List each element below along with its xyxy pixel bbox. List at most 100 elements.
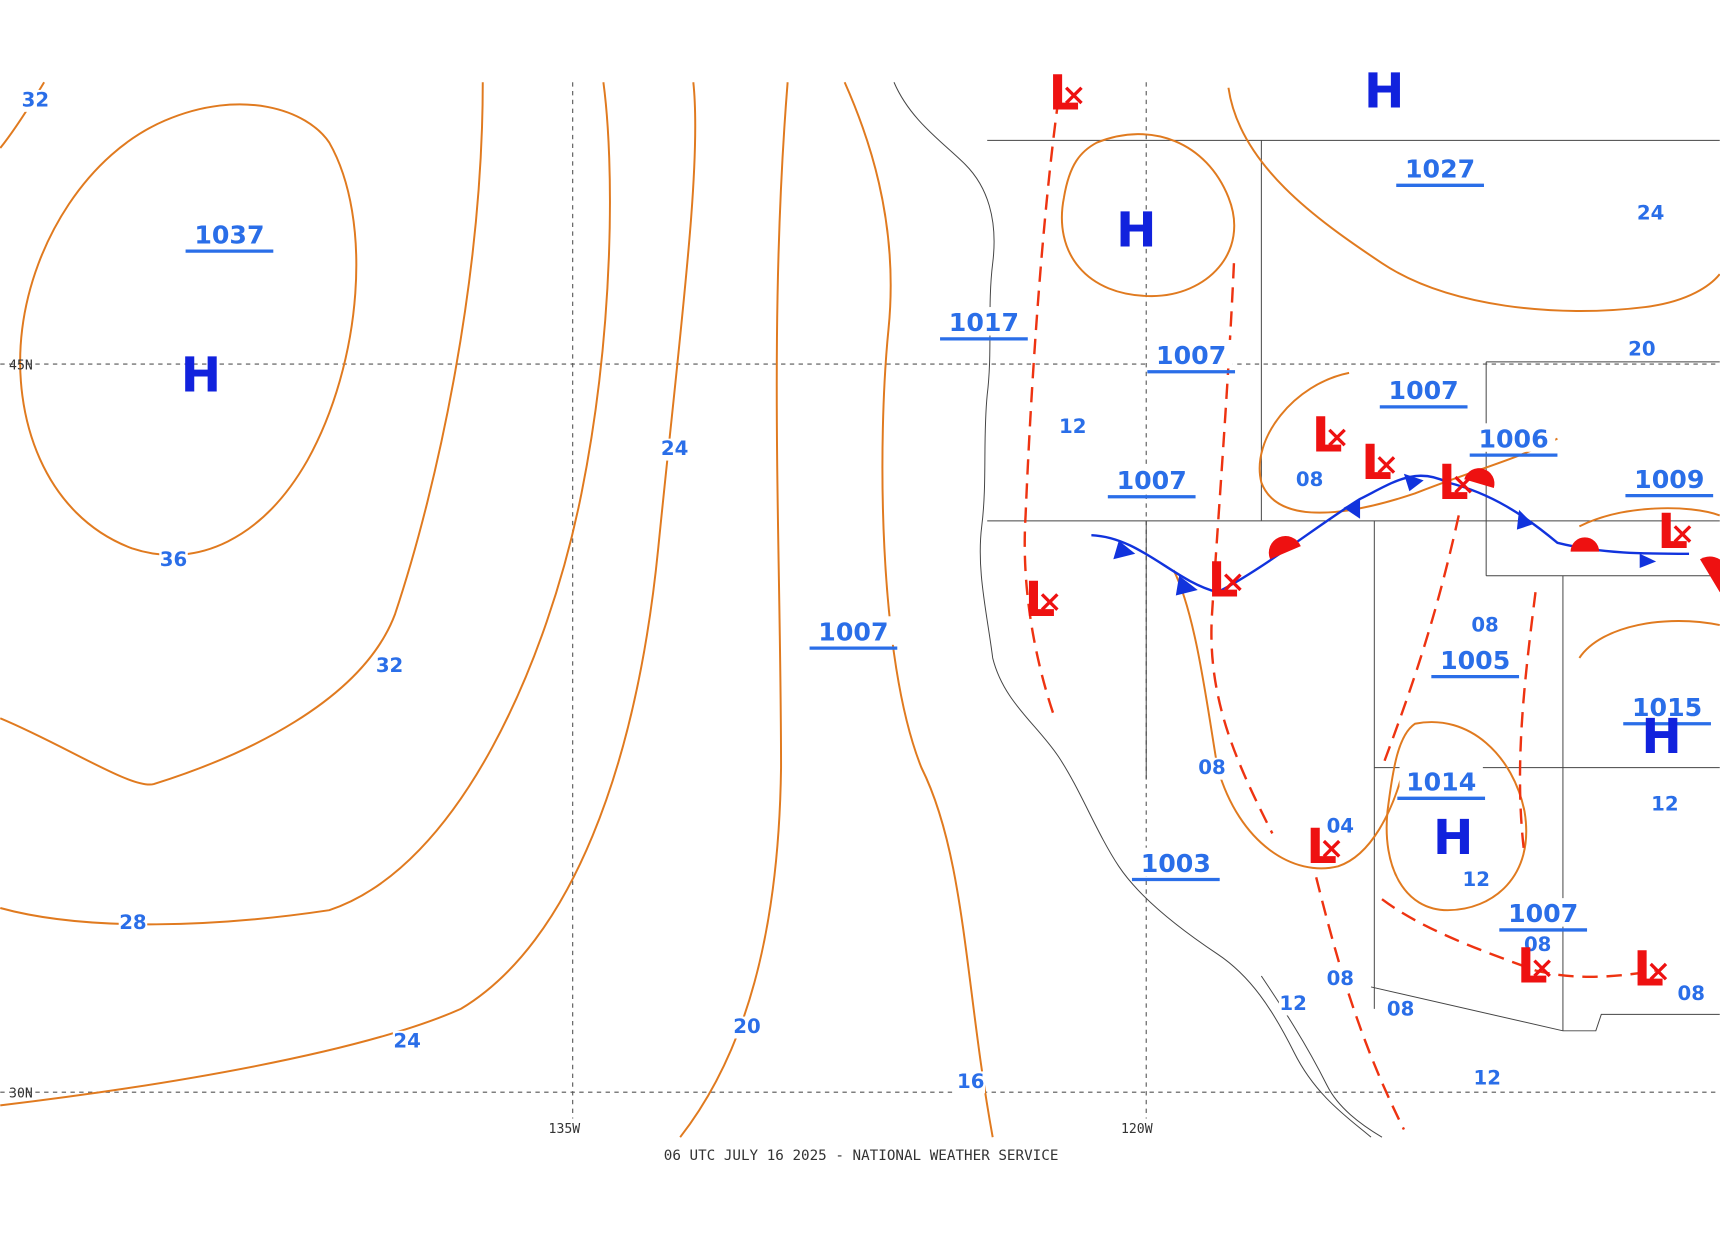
label-bg xyxy=(942,307,1026,336)
pressure-center: 1037 xyxy=(194,220,264,249)
pressure-center: 1005 xyxy=(1440,646,1510,675)
label-bg xyxy=(1462,869,1491,892)
low-cross xyxy=(1064,86,1083,105)
label-bg xyxy=(1650,793,1680,816)
trough xyxy=(1023,98,1060,714)
low-cross xyxy=(1649,962,1668,981)
isobar xyxy=(1258,371,1558,514)
label-bg xyxy=(1636,202,1665,225)
isobar xyxy=(0,82,484,786)
isobar-label: 08 xyxy=(1524,933,1551,956)
trough xyxy=(1380,515,1537,856)
label-bg xyxy=(1295,469,1324,492)
isobar-label: 08 xyxy=(1678,982,1705,1005)
pressure-center: 1007 xyxy=(1389,376,1459,405)
front-barbs xyxy=(1113,473,1657,596)
label-bg xyxy=(1473,1068,1502,1091)
grid-label: 45N xyxy=(9,359,33,374)
high-center: H xyxy=(181,347,221,403)
isobar xyxy=(1172,569,1405,870)
isobar xyxy=(0,82,697,1107)
isobar-label: 24 xyxy=(393,1029,420,1052)
coastline xyxy=(1260,975,1383,1138)
label-bg xyxy=(1471,423,1556,452)
grid-label: 30N xyxy=(9,1087,33,1102)
grid-label: 120W xyxy=(1121,1122,1153,1137)
label-bg xyxy=(1326,815,1355,838)
isobar-label: 20 xyxy=(733,1015,760,1038)
label-bg xyxy=(187,219,272,248)
isobar-label: 36 xyxy=(160,548,187,571)
pressure-center: 1015 xyxy=(1632,693,1702,722)
footer: 06 UTC JULY 16 2025 - NATIONAL WEATHER S… xyxy=(664,1148,1059,1164)
trough xyxy=(1381,898,1657,979)
isobar xyxy=(1227,87,1720,312)
label-bg xyxy=(811,616,896,645)
isobar-label: 12 xyxy=(1463,868,1490,891)
isobar-label: 12 xyxy=(1059,415,1086,438)
label-bg xyxy=(1197,757,1227,780)
low-cross xyxy=(1673,525,1692,543)
isobar-label: 24 xyxy=(1637,201,1664,224)
isobar xyxy=(19,103,358,556)
high-center: H xyxy=(1364,63,1404,119)
pressure-center: 1007 xyxy=(1508,899,1578,928)
label-bg xyxy=(21,89,50,112)
low-cross xyxy=(1533,959,1551,978)
isobar-label: 12 xyxy=(1474,1067,1501,1090)
isobar-label: 08 xyxy=(1296,468,1323,491)
isobar-label: 28 xyxy=(119,911,146,934)
label-bg xyxy=(1149,339,1233,369)
label-bg xyxy=(732,1016,762,1039)
low-cross xyxy=(1328,428,1346,447)
label-bg xyxy=(660,438,689,461)
coastline xyxy=(893,82,1372,1138)
isobar xyxy=(0,82,611,926)
isobar-label: 32 xyxy=(22,88,49,111)
label-bg xyxy=(118,912,148,935)
label-bg xyxy=(392,1030,422,1053)
isobar-label: 08 xyxy=(1327,967,1354,990)
label-bg xyxy=(375,655,404,678)
pressure-center: 1006 xyxy=(1478,424,1548,453)
pressure-center: 1007 xyxy=(818,617,888,646)
label-bg xyxy=(1398,153,1482,183)
low-cross xyxy=(1322,839,1341,858)
isobar xyxy=(1385,721,1528,912)
isobar-label: 12 xyxy=(1651,792,1678,815)
label-bg xyxy=(1433,644,1517,674)
low-cross xyxy=(1224,573,1242,592)
isobar xyxy=(679,82,789,1138)
isobar xyxy=(0,81,45,149)
pressure-center: 1003 xyxy=(1141,849,1211,878)
label-bg xyxy=(1326,968,1355,991)
high-center: H xyxy=(1433,810,1473,866)
label-bg xyxy=(1134,847,1218,877)
high-center: H xyxy=(1641,709,1681,765)
isobar-label: 04 xyxy=(1327,814,1354,837)
cold-front xyxy=(1091,474,1690,594)
label-bg xyxy=(1110,464,1194,494)
pressure-center: 1014 xyxy=(1406,768,1476,797)
label-bg xyxy=(1386,999,1415,1021)
label-bg xyxy=(956,1071,986,1094)
state-border xyxy=(987,139,1720,1032)
label-bg xyxy=(1470,615,1500,638)
isobar-label: 08 xyxy=(1387,997,1414,1020)
pressure-center: 1009 xyxy=(1634,465,1704,494)
pressure-center: 1017 xyxy=(949,308,1019,337)
isobar-label: 20 xyxy=(1628,337,1655,360)
isobar xyxy=(1578,507,1720,659)
grid-label: 135W xyxy=(549,1122,581,1137)
label-bg xyxy=(1627,338,1657,361)
isobar-label: 32 xyxy=(376,654,403,677)
label-bg xyxy=(1523,934,1552,957)
label-bg xyxy=(1381,375,1466,404)
isobar-label: 16 xyxy=(957,1070,984,1093)
label-bg xyxy=(1278,993,1308,1016)
pressure-center: 1007 xyxy=(1117,466,1187,495)
high-center: H xyxy=(1116,203,1156,259)
isobar xyxy=(1060,133,1236,298)
isobar-label: 08 xyxy=(1198,756,1225,779)
